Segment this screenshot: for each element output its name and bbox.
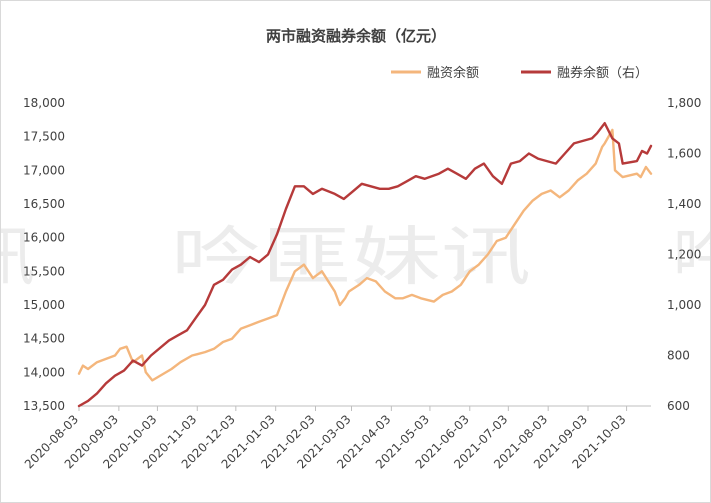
right-axis-tick-label: 1,200 xyxy=(667,248,701,262)
watermark-right-fragment: 吟 xyxy=(673,221,710,295)
left-axis-tick-label: 16,000 xyxy=(23,231,65,245)
watermark: 吟匪妹讯 xyxy=(171,221,531,295)
right-axis-tick-label: 1,400 xyxy=(667,197,701,211)
left-axis-tick-label: 17,000 xyxy=(23,163,65,177)
right-axis-tick-label: 600 xyxy=(667,399,690,413)
right-axis-tick-label: 1,800 xyxy=(667,96,701,110)
left-axis-ticks: 13,500 14,000 14,500 15,000 15,500 16,000 16,5… xyxy=(23,96,65,413)
left-axis-tick-label: 18,000 xyxy=(23,96,65,110)
left-axis-tick-label: 15,000 xyxy=(23,298,65,312)
left-axis-tick-label: 14,000 xyxy=(23,365,65,379)
right-axis-tick-label: 800 xyxy=(667,349,690,363)
legend-label-short: 融券余额（右） xyxy=(557,65,648,81)
left-axis-tick-label: 15,500 xyxy=(23,264,65,278)
series-line-margin-balance xyxy=(77,128,653,382)
left-axis-tick-label: 14,500 xyxy=(23,332,65,346)
x-axis-ticks: 2020-08-032020-09-032020-10-032020-11-03… xyxy=(22,406,629,471)
left-axis-tick-label: 17,500 xyxy=(23,130,65,144)
legend: 融资余额 融券余额（右） xyxy=(391,65,648,81)
right-axis-tick-label: 1,000 xyxy=(667,298,701,312)
watermark-left-fragment: 讯 xyxy=(1,221,35,295)
chart-title: 两市融资融券余额（亿元） xyxy=(266,27,446,45)
right-axis-ticks: 600 800 1,000 1,200 1,400 1,600 1,800 xyxy=(667,96,701,413)
series-line-short-balance xyxy=(77,121,653,408)
left-axis-tick-label: 16,500 xyxy=(23,197,65,211)
plot-series xyxy=(77,121,653,408)
right-axis-tick-label: 1,600 xyxy=(667,147,701,161)
legend-label-margin: 融资余额 xyxy=(427,65,479,81)
left-axis-tick-label: 13,500 xyxy=(23,399,65,413)
